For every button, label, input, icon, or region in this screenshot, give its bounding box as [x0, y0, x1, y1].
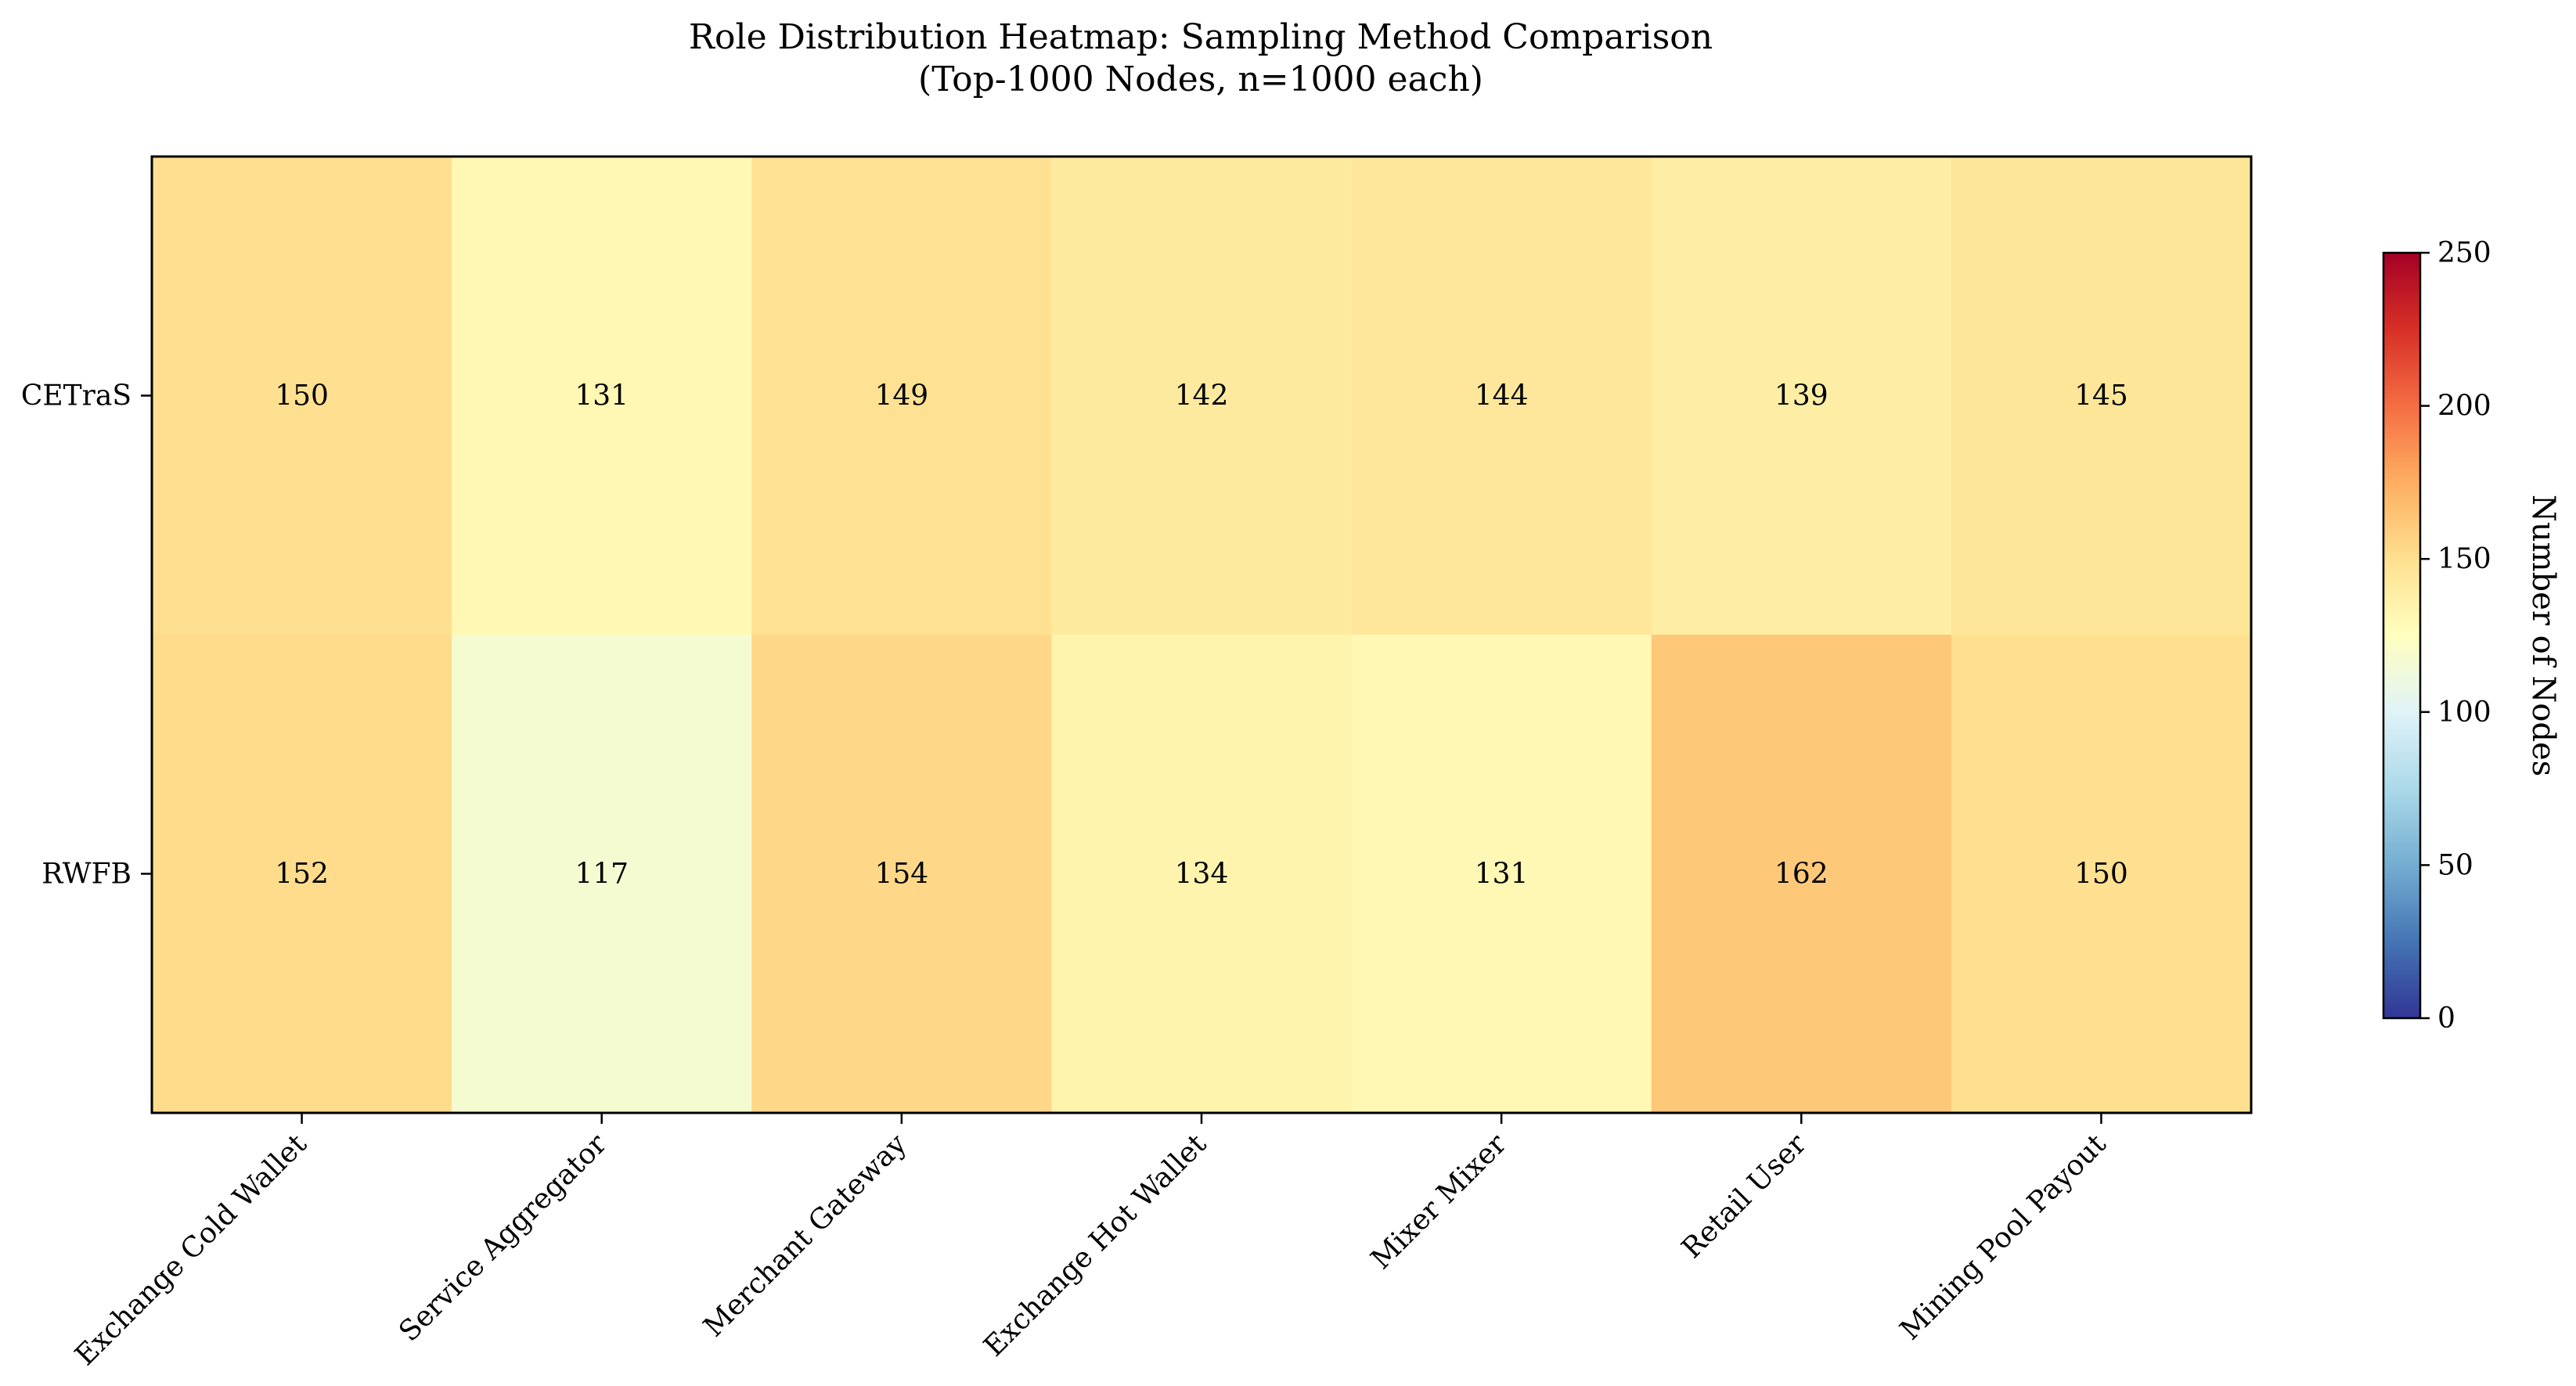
heatmap-cell [1651, 157, 1952, 635]
heatmap-cell [1051, 157, 1353, 635]
heatmap-cell-labels: 150 131 149 142 144 139 145 152 117 154 134 131 162 1… [275, 380, 2128, 891]
cell-value-label: 134 [1175, 859, 1229, 891]
cell-value-label: 142 [1175, 380, 1229, 412]
column-tick-label: Mixer Mixer [1365, 1128, 1513, 1276]
heatmap-cell [152, 635, 452, 1114]
cell-value-label: 145 [2074, 380, 2128, 412]
colorbar-gradient [2382, 251, 2422, 1020]
column-tick-label: Exchange Hot Wallet [978, 1128, 1213, 1363]
heatmap-cell [452, 635, 752, 1114]
cell-value-label: 152 [275, 859, 329, 891]
column-tick-label: Retail User [1676, 1128, 1813, 1265]
heatmap-cell [751, 635, 1052, 1114]
cell-value-label: 131 [1475, 859, 1529, 891]
colorbar-tick-label: 50 [2437, 849, 2473, 881]
heatmap-cell [1351, 635, 1652, 1114]
cell-value-label: 131 [575, 380, 629, 412]
chart-subtitle: (Top-1000 Nodes, n=1000 each) [918, 59, 1483, 99]
column-tick-labels: Exchange Cold Wallet Service Aggregator Me… [69, 1113, 2113, 1372]
column-tick-label: Merchant Gateway [697, 1128, 913, 1343]
cell-value-label: 117 [575, 859, 629, 891]
colorbar-tick-label: 150 [2437, 543, 2491, 575]
row-tick-labels: CETraS RWFB [21, 380, 152, 891]
heatmap-cells [152, 157, 2252, 1114]
cell-value-label: 139 [1774, 380, 1828, 412]
colorbar-tick-label: 200 [2437, 391, 2491, 423]
cell-value-label: 149 [874, 380, 928, 412]
heatmap-cell [1951, 635, 2252, 1114]
colorbar-tick-label: 250 [2437, 237, 2491, 269]
column-tick-label: Mining Pool Payout [1894, 1128, 2113, 1346]
heatmap-cell [1951, 157, 2252, 635]
cell-value-label: 150 [275, 380, 329, 412]
colorbar-tick-label: 100 [2437, 697, 2491, 729]
cell-value-label: 154 [874, 859, 928, 891]
row-tick-label: CETraS [21, 380, 132, 412]
heatmap-cell [152, 157, 452, 635]
cell-value-label: 144 [1475, 380, 1529, 412]
colorbar-ticks: 0 50 100 150 200 250 [2420, 237, 2491, 1035]
colorbar: 0 50 100 150 200 250 Number of Nodes [2382, 237, 2561, 1035]
column-tick-label: Exchange Cold Wallet [69, 1128, 313, 1372]
cell-value-label: 150 [2074, 859, 2128, 891]
column-tick-label: Service Aggregator [393, 1128, 614, 1348]
cell-value-label: 162 [1774, 859, 1828, 891]
row-tick-label: RWFB [41, 859, 132, 891]
heatmap-cell [1351, 157, 1652, 635]
chart-title: Role Distribution Heatmap: Sampling Meth… [689, 17, 1713, 57]
colorbar-tick-label: 0 [2437, 1003, 2455, 1035]
heatmap-cell [1051, 635, 1353, 1114]
heatmap-cell [1651, 635, 1952, 1114]
colorbar-label: Number of Nodes [2525, 495, 2561, 776]
heatmap-cell [452, 157, 752, 635]
heatmap-cell [751, 157, 1052, 635]
